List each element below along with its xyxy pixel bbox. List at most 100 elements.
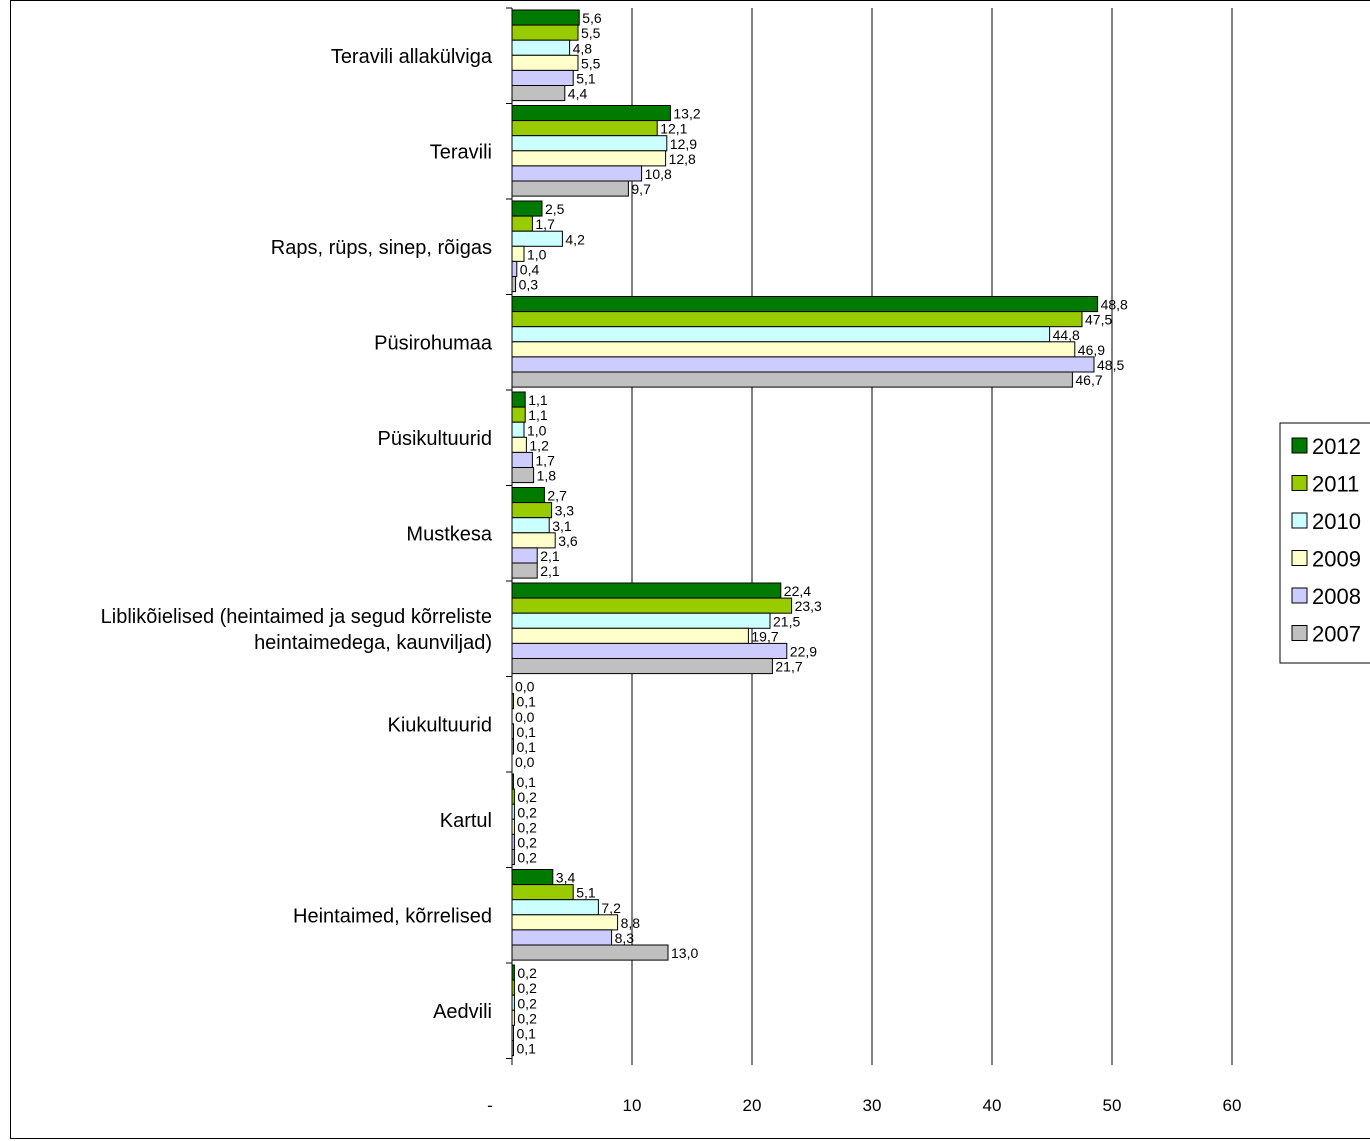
bar-2009-1 [511,150,667,167]
category-label-2: Raps, rüps, sinep, rõigas [271,237,492,259]
bar-2009-9 [511,914,619,931]
category-label-5: Mustkesa [406,523,492,545]
bar-2012-9 [511,869,554,886]
bar-2011-2 [511,215,533,232]
data-label-2012-5: 2,7 [547,488,567,504]
bar-2010-6 [511,612,771,629]
bar-2007-6 [511,658,773,675]
data-label-2011-4: 1,1 [528,407,548,423]
legend-label-2010: 2010 [1312,509,1361,534]
bar-2012-4 [511,391,526,408]
data-label-2012-2: 2,5 [545,201,565,217]
legend-label-2007: 2007 [1312,622,1361,647]
data-label-2007-4: 1,8 [537,468,557,484]
data-label-2008-7: 0,1 [517,739,537,755]
data-label-2008-1: 10,8 [645,166,672,182]
bar-2008-6 [511,642,788,660]
data-label-2011-3: 47,5 [1085,312,1112,328]
data-label-2007-10: 0,1 [517,1041,537,1057]
x-tick-label-60: 60 [1223,1096,1242,1115]
bar-2009-4 [511,436,527,453]
legend-box [1279,422,1370,664]
bar-2010-3 [511,326,1051,343]
x-tick-label-30: 30 [863,1096,882,1115]
category-label-6: Liblikõielised (heintaimed ja segud kõrr… [101,606,492,654]
data-label-2012-8: 0,1 [517,774,537,790]
bar-2009-0 [511,54,579,71]
bar-2010-9 [511,899,599,916]
legend-label-2008: 2008 [1312,584,1361,609]
bar-2011-6 [511,597,793,614]
legend-label-2011: 2011 [1312,472,1359,497]
data-label-2007-1: 9,7 [631,181,651,197]
bar-2012-5 [511,487,545,504]
bar-2010-4 [511,421,525,438]
bar-2011-0 [511,24,579,41]
x-tick-label-20: 20 [743,1096,762,1115]
bar-2007-4 [511,467,535,484]
bar-2011-9 [511,884,574,901]
data-label-2010-1: 12,9 [670,136,697,152]
data-label-2007-5: 2,1 [540,563,560,579]
data-label-2009-3: 46,9 [1078,342,1105,358]
data-label-2007-6: 21,7 [775,659,802,675]
legend-swatch-2008 [1291,587,1308,604]
bar-2011-5 [511,502,553,519]
data-label-2009-7: 0,1 [517,724,537,740]
bar-2012-3 [511,296,1099,313]
category-label-9: Heintaimed, kõrrelised [293,905,492,927]
data-label-2010-0: 4,8 [573,40,593,56]
legend-swatch-2009 [1291,550,1308,566]
bar-2007-1 [511,180,629,197]
data-label-2011-1: 12,1 [660,121,687,137]
category-label-3: Püsirohumaa [374,332,493,354]
data-label-2009-6: 19,7 [751,628,778,644]
data-label-2008-4: 1,7 [535,453,555,469]
data-label-2011-0: 5,5 [581,25,601,41]
bar-2008-1 [511,165,643,182]
data-label-2012-10: 0,2 [517,965,537,981]
data-label-2009-1: 12,8 [669,151,696,167]
data-label-2007-7: 0,0 [515,754,535,770]
bar-2010-2 [511,230,563,247]
bar-2008-5 [511,547,538,564]
data-label-2007-3: 46,7 [1075,372,1102,388]
bar-2012-0 [511,9,580,26]
data-label-2009-2: 1,0 [527,246,547,262]
data-label-2011-10: 0,2 [517,980,537,996]
data-label-2010-10: 0,2 [517,995,537,1011]
data-label-2010-9: 7,2 [601,900,621,916]
data-label-2007-9: 13,0 [671,945,698,961]
bar-2010-5 [511,517,550,534]
category-label-10: Aedvili [433,1001,492,1023]
bar-2012-6 [511,582,782,599]
data-label-2010-3: 44,8 [1053,327,1080,343]
chart-frame [10,0,1370,1139]
data-label-2007-0: 4,4 [568,86,588,102]
bar-2007-0 [511,85,566,102]
data-label-2008-10: 0,1 [517,1026,537,1042]
data-label-2011-7: 0,1 [517,694,537,710]
category-label-7: Kiukultuurid [387,714,492,736]
category-label-0: Teravili allakülviga [331,46,493,68]
data-label-2011-8: 0,2 [517,789,537,805]
data-label-2010-5: 3,1 [552,518,572,534]
bar-2008-9 [511,929,613,946]
bar-2010-0 [511,39,571,56]
data-label-2011-2: 1,7 [535,216,555,232]
bar-2012-1 [511,105,671,122]
bar-2007-5 [511,562,538,579]
bar-2011-3 [511,311,1083,328]
data-label-2008-0: 5,1 [576,71,596,87]
x-tick-label-0: - [487,1096,493,1115]
data-label-2012-9: 3,4 [556,870,576,886]
data-label-2010-8: 0,2 [517,804,537,820]
bar-2007-2 [511,276,517,293]
bar-2007-9 [511,944,669,961]
bar-2008-3 [511,356,1095,373]
data-label-2009-10: 0,2 [517,1010,537,1026]
bar-2009-6 [511,627,749,644]
data-label-2008-9: 8,3 [615,930,635,946]
data-label-2010-4: 1,0 [527,422,547,438]
